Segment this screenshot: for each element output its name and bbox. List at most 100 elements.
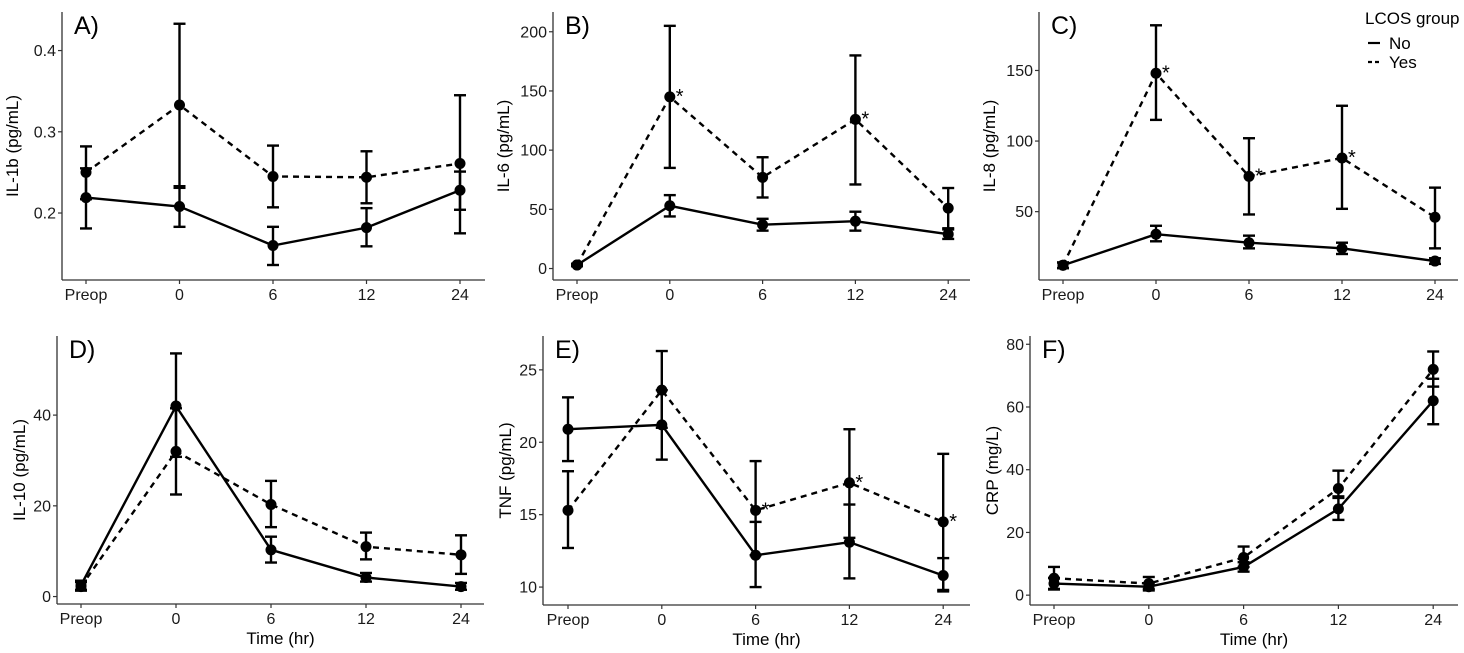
data-point — [1332, 503, 1344, 515]
panel-a: 0.2 0.3 0.4 Preop 0 6 12 24 IL-1b (pg/mL) A) — [3, 12, 485, 304]
data-point — [170, 445, 182, 457]
data-point — [174, 99, 185, 111]
x-tick-label: 24 — [452, 611, 470, 628]
panel-label: F) — [1042, 336, 1066, 364]
x-tick-label: Preop — [65, 287, 108, 304]
x-tick-label: 12 — [1333, 287, 1351, 304]
data-point — [1429, 211, 1441, 223]
x-axis-title: Time (hr) — [246, 629, 314, 648]
y-tick-label: 0 — [538, 261, 547, 278]
data-point — [1336, 152, 1348, 164]
y-tick-label: 40 — [33, 408, 51, 425]
data-point — [849, 113, 861, 125]
panel-label: D) — [69, 336, 95, 364]
data-point — [454, 157, 466, 169]
data-point — [664, 91, 676, 103]
series-line-yes — [80, 449, 462, 588]
panel-b: 0 50 100 150 200 Preop 0 6 12 24 IL-6 (pg/mL) B) * * — [494, 12, 970, 304]
data-point — [267, 240, 279, 252]
data-point — [849, 215, 861, 227]
series-no — [571, 193, 955, 271]
y-tick-label: 60 — [1006, 399, 1024, 416]
data-point — [1427, 363, 1439, 375]
x-tick-label: Preop — [60, 611, 103, 628]
data-point — [843, 536, 855, 548]
data-point — [571, 259, 583, 271]
data-point — [1427, 395, 1439, 407]
x-tick-label: 24 — [1426, 287, 1444, 304]
data-point — [1150, 67, 1162, 79]
y-tick-label: 40 — [1006, 462, 1024, 479]
legend-label-yes: Yes — [1389, 53, 1417, 72]
series-yes — [1057, 24, 1441, 271]
series-yes — [1048, 350, 1440, 591]
data-point — [361, 222, 372, 234]
y-axis-title: IL-10 (pg/mL) — [10, 419, 29, 521]
data-point — [1336, 242, 1348, 254]
panel-label: E) — [555, 336, 580, 364]
y-tick-label: 0.2 — [34, 206, 56, 223]
x-tick-label: Preop — [1042, 287, 1085, 304]
x-axis-title: Time (hr) — [732, 630, 800, 649]
y-axis-title: CRP (mg/L) — [983, 426, 1002, 515]
data-point — [1243, 237, 1255, 249]
y-tick-label: 0 — [1015, 588, 1024, 605]
x-tick-label: 0 — [657, 612, 666, 629]
data-point — [360, 572, 372, 584]
x-tick-label: 24 — [451, 287, 469, 304]
panel-c: 50 100 150 Preop 0 6 12 24 IL-8 (pg/mL) C) * * * — [980, 12, 1458, 304]
x-tick-label: 6 — [1239, 612, 1248, 629]
x-tick-label: 6 — [751, 612, 760, 629]
data-point — [361, 171, 372, 183]
data-point — [1143, 578, 1155, 590]
data-point — [942, 228, 954, 240]
series-line-no — [576, 204, 949, 266]
data-point — [267, 170, 279, 182]
x-axis-title: Time (hr) — [1220, 630, 1288, 649]
x-tick-label: 6 — [267, 611, 276, 628]
data-point — [1332, 483, 1344, 495]
y-tick-label: 50 — [1015, 204, 1033, 221]
data-point — [265, 498, 277, 510]
y-axis-title: IL-1b (pg/mL) — [3, 95, 22, 197]
y-tick-label: 0 — [42, 589, 51, 606]
x-tick-label: 0 — [1152, 287, 1161, 304]
x-tick-label: Preop — [556, 287, 599, 304]
x-tick-label: 0 — [665, 287, 674, 304]
series-no — [75, 352, 467, 593]
significance-marker: * — [1162, 62, 1170, 84]
significance-marker: * — [676, 86, 684, 108]
y-tick-label: 10 — [519, 580, 537, 597]
x-tick-label: 12 — [847, 287, 865, 304]
x-tick-label: 0 — [172, 611, 181, 628]
series-yes — [562, 349, 950, 592]
panel-label: A) — [74, 12, 99, 40]
data-point — [1238, 552, 1250, 564]
data-point — [360, 541, 372, 553]
y-tick-label: 80 — [1006, 337, 1024, 354]
data-point — [455, 581, 467, 593]
data-point — [942, 202, 954, 214]
data-point — [265, 544, 277, 556]
data-point — [656, 384, 668, 396]
y-tick-label: 200 — [520, 24, 547, 41]
data-point — [1048, 572, 1060, 584]
series-yes — [80, 22, 466, 235]
panel-f: 0 20 40 60 80 Preop 0 6 12 24 CRP (mg/L) Time (hr) F… — [983, 336, 1458, 649]
data-point — [757, 219, 769, 231]
y-tick-label: 0.4 — [34, 43, 56, 60]
x-tick-label: 24 — [939, 287, 957, 304]
x-tick-label: 0 — [1144, 612, 1153, 629]
panel-label: B) — [565, 12, 590, 40]
significance-marker: * — [1255, 165, 1263, 187]
data-point — [455, 549, 467, 561]
legend-title: LCOS group — [1365, 9, 1460, 28]
y-tick-label: 0.3 — [34, 124, 56, 141]
x-tick-label: 12 — [841, 612, 859, 629]
data-point — [562, 504, 574, 516]
panel-d: 0 20 40 Preop 0 6 12 24 IL-10 (pg/mL) Time (hr) D) — [10, 336, 484, 648]
series-line-yes — [567, 388, 944, 524]
x-tick-label: 12 — [357, 611, 375, 628]
significance-marker: * — [861, 108, 869, 130]
y-tick-label: 25 — [519, 362, 537, 379]
